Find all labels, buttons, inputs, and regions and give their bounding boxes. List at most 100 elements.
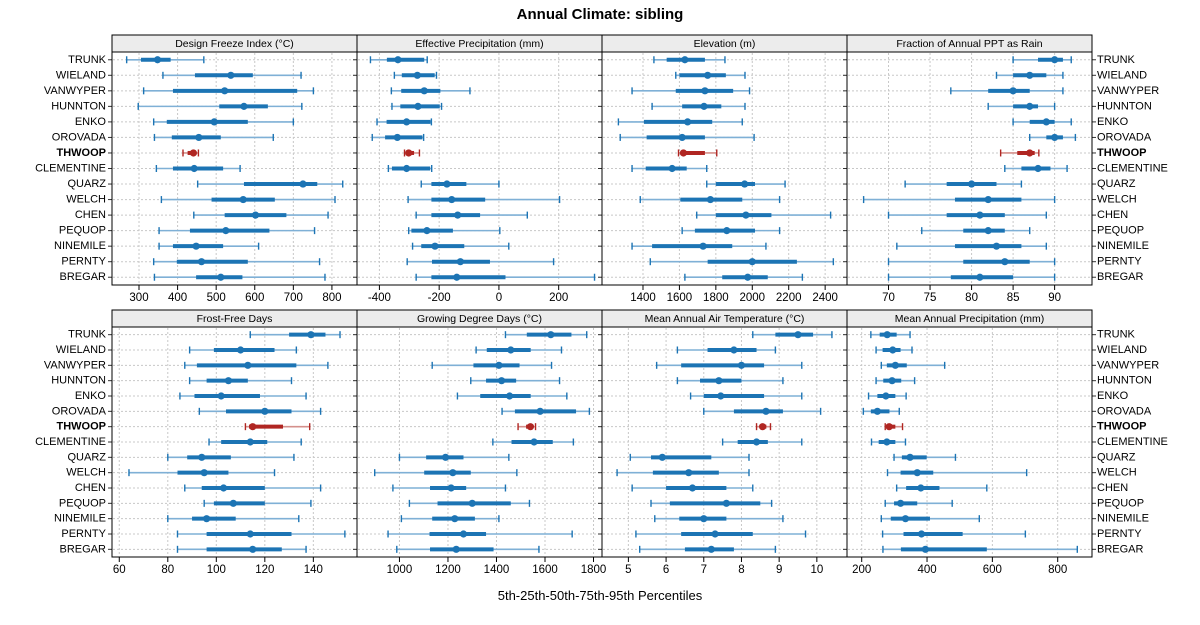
median-dot — [762, 407, 770, 415]
median-dot — [448, 195, 456, 204]
median-dot — [189, 149, 198, 157]
x-tick-label: 9 — [776, 564, 782, 576]
series-quarz — [706, 180, 786, 188]
median-dot — [420, 87, 428, 95]
median-dot — [730, 346, 738, 354]
median-dot — [700, 515, 708, 523]
median-dot — [222, 227, 230, 235]
median-dot — [976, 273, 984, 281]
median-dot — [684, 118, 692, 126]
panel-strip: Effective Precipitation (mm) — [356, 34, 603, 53]
series-thwoop — [677, 149, 718, 157]
series-wieland — [875, 346, 913, 354]
station-label-left-bregar: BREGAR — [60, 271, 107, 283]
median-dot — [307, 331, 315, 339]
chart-title: Annual Climate: sibling — [516, 6, 684, 23]
median-dot — [658, 453, 666, 461]
median-dot — [251, 211, 260, 219]
series-clementine — [721, 438, 803, 446]
station-label-right-clementine: CLEMENTINE — [1097, 163, 1168, 175]
x-tick-label: 200 — [852, 564, 871, 576]
median-dot — [794, 331, 802, 339]
series-wieland — [676, 346, 777, 354]
series-quarz — [196, 180, 344, 188]
panel-strip-title: Growing Degree Days (°C) — [417, 313, 542, 325]
station-label-right-ninemile: NINEMILE — [1097, 513, 1149, 525]
median-dot — [198, 453, 206, 461]
series-vanwyper — [390, 87, 471, 95]
station-label-left-enko: ENKO — [75, 116, 107, 128]
median-dot — [456, 258, 464, 266]
x-tick-label: 80 — [965, 292, 978, 304]
median-dot — [685, 469, 693, 477]
median-dot — [547, 331, 555, 339]
series-orovada — [619, 133, 755, 142]
series-clementine — [1004, 164, 1068, 173]
median-dot — [454, 211, 462, 219]
series-bregar — [153, 273, 326, 281]
series-pernty — [176, 530, 346, 538]
median-dot — [737, 361, 746, 369]
series-pernty — [887, 258, 1056, 266]
series-thwoop — [999, 149, 1040, 157]
series-trunk — [1012, 56, 1072, 64]
series-ninemile — [631, 242, 767, 250]
median-dot — [261, 407, 269, 415]
series-bregar — [684, 273, 804, 281]
panel-strip-title: Mean Annual Precipitation (mm) — [895, 313, 1044, 325]
x-tick-label: 90 — [1048, 292, 1061, 304]
median-dot — [1001, 258, 1009, 266]
station-label-right-clementine: CLEMENTINE — [1097, 436, 1168, 448]
series-welch — [160, 195, 336, 204]
median-dot — [704, 71, 712, 79]
median-dot — [200, 469, 208, 477]
median-dot — [984, 195, 992, 204]
station-label-right-pequop: PEQUOP — [1097, 497, 1144, 509]
median-dot — [413, 71, 421, 79]
panel-growing-degree-days-c: Growing Degree Days (°C) 1000 1200 1400 1600… — [353, 309, 606, 576]
series-orovada — [153, 133, 274, 142]
series-pernty — [649, 258, 835, 266]
median-dot — [299, 180, 307, 188]
series-quarz — [629, 453, 750, 461]
series-enko — [689, 392, 803, 400]
x-tick-label: 200 — [549, 292, 568, 304]
station-labels-row1: TRUNK TRUNK WIELAND WIELAND VANWYPER VANWYPER… — [35, 54, 1168, 283]
station-label-right-hunnton: HUNNTON — [1097, 375, 1152, 387]
station-label-right-bregar: BREGAR — [1097, 271, 1144, 283]
series-chen — [696, 211, 832, 219]
median-dot — [393, 133, 401, 142]
series-clementine — [387, 164, 433, 173]
series-bregar — [415, 273, 596, 281]
series-quarz — [893, 453, 957, 461]
station-label-left-hunnton: HUNNTON — [51, 100, 106, 112]
series-bregar — [176, 545, 307, 553]
station-label-left-thwoop: THWOOP — [57, 421, 107, 433]
series-quarz — [904, 180, 1023, 188]
series-pernty — [406, 258, 555, 266]
series-enko — [376, 118, 433, 126]
series-pernty — [881, 530, 1027, 538]
series-pequop — [681, 227, 781, 235]
median-dot — [236, 346, 245, 354]
x-tick-label: 1600 — [532, 564, 558, 576]
station-label-left-clementine: CLEMENTINE — [35, 163, 106, 175]
series-hunnton — [676, 377, 784, 385]
series-chen — [392, 484, 507, 492]
median-dot — [402, 118, 411, 126]
median-dot — [197, 258, 206, 266]
x-tick-label: 60 — [113, 564, 126, 576]
series-chen — [631, 484, 754, 492]
station-label-right-welch: WELCH — [1097, 467, 1137, 479]
median-dot — [896, 499, 905, 507]
station-label-left-ninemile: NINEMILE — [54, 240, 106, 252]
median-dot — [882, 392, 890, 400]
station-label-left-trunk: TRUNK — [68, 329, 107, 341]
series-pequop — [158, 227, 316, 235]
median-dot — [203, 515, 211, 523]
median-dot — [190, 164, 198, 173]
series-enko — [1012, 118, 1072, 126]
y-axis-ticks — [843, 59, 1096, 278]
x-tick-label: 400 — [168, 292, 187, 304]
